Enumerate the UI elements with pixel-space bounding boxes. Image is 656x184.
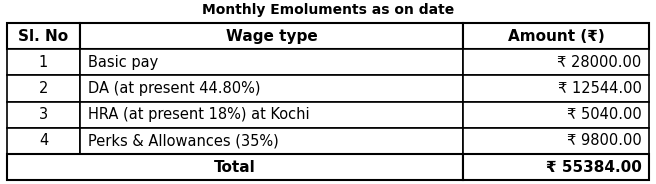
Text: DA (at present 44.80%): DA (at present 44.80%) — [89, 81, 261, 96]
Bar — [81, 23, 463, 49]
Bar — [463, 128, 649, 154]
Bar — [463, 49, 649, 75]
Text: HRA (at present 18%) at Kochi: HRA (at present 18%) at Kochi — [89, 107, 310, 122]
Text: ₹ 5040.00: ₹ 5040.00 — [567, 107, 642, 122]
Bar — [7, 75, 81, 102]
Bar — [7, 102, 81, 128]
Text: 2: 2 — [39, 81, 48, 96]
Text: Total: Total — [214, 160, 256, 175]
Bar — [7, 23, 81, 49]
Text: Basic pay: Basic pay — [89, 55, 159, 70]
Bar — [7, 49, 81, 75]
Text: Amount (₹): Amount (₹) — [508, 29, 605, 44]
Text: ₹ 28000.00: ₹ 28000.00 — [558, 55, 642, 70]
Text: ₹ 12544.00: ₹ 12544.00 — [558, 81, 642, 96]
Bar — [81, 102, 463, 128]
Text: 4: 4 — [39, 133, 48, 148]
Bar — [81, 128, 463, 154]
Text: 1: 1 — [39, 55, 48, 70]
Text: Perks & Allowances (35%): Perks & Allowances (35%) — [89, 133, 279, 148]
Text: Sl. No: Sl. No — [18, 29, 69, 44]
Bar — [463, 23, 649, 49]
Bar — [81, 75, 463, 102]
Bar — [7, 154, 463, 180]
Text: Monthly Emoluments as on date: Monthly Emoluments as on date — [202, 3, 454, 17]
Text: ₹ 9800.00: ₹ 9800.00 — [567, 133, 642, 148]
Bar — [81, 49, 463, 75]
Bar — [463, 102, 649, 128]
Text: 3: 3 — [39, 107, 48, 122]
Bar — [463, 75, 649, 102]
Bar — [7, 128, 81, 154]
Text: ₹ 55384.00: ₹ 55384.00 — [546, 160, 642, 175]
Bar — [463, 154, 649, 180]
Text: Wage type: Wage type — [226, 29, 318, 44]
